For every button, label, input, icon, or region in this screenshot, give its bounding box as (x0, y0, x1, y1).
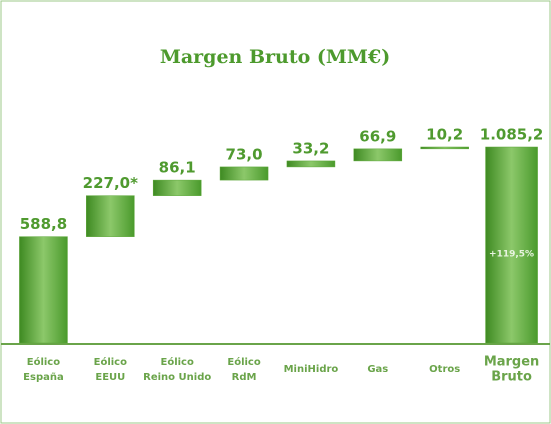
data-label: 588,8 (20, 215, 67, 233)
bar (86, 195, 135, 237)
data-label: 66,9 (359, 127, 396, 145)
x-tick-label: Gas (367, 364, 388, 375)
x-tick-label: Eólico (94, 356, 127, 368)
bar (152, 179, 202, 196)
x-tick-label: Otros (429, 364, 460, 375)
x-tick-label: Reino Unido (143, 372, 211, 383)
x-tick-label: España (23, 372, 64, 383)
data-label: 86,1 (159, 159, 196, 177)
annotation: +119,5% (489, 250, 534, 260)
x-tick-label: MiniHidro (284, 364, 339, 375)
x-tick-label: Margen (484, 355, 540, 370)
x-tick-label: Bruto (491, 370, 532, 385)
data-label: 10,2 (426, 126, 463, 144)
bar (420, 146, 469, 150)
data-label: 227,0* (83, 174, 138, 192)
bar (19, 236, 68, 344)
bar (286, 160, 336, 168)
bar (219, 166, 269, 181)
x-tick-label: Eólico (227, 356, 260, 368)
bar (353, 148, 403, 162)
data-label: 73,0 (226, 145, 263, 163)
x-tick-label: RdM (232, 372, 257, 383)
x-tick-label: Eólico (161, 356, 194, 368)
total-bar (485, 146, 538, 344)
data-label: 1.085,2 (480, 126, 544, 144)
chart-title: Margen Bruto (MM€) (160, 46, 390, 68)
data-label: 33,2 (292, 139, 329, 157)
x-tick-label: EEUU (95, 372, 125, 383)
x-tick-label: Eólico (27, 356, 60, 368)
